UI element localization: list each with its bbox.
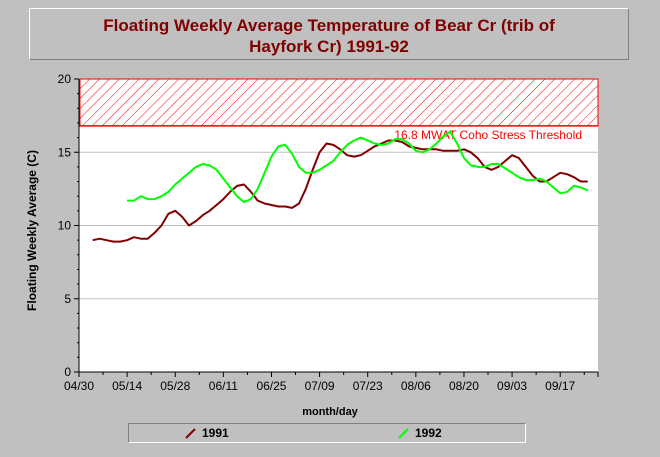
line-chart: 16.8 MWAT Coho Stress Threshold 0 5 10 15 20 0… [25, 72, 599, 393]
x-tick-label: 05/28 [160, 379, 190, 393]
x-tick-label: 07/23 [353, 379, 383, 393]
y-tick-label: 20 [58, 72, 72, 86]
series-line-1992 [127, 130, 589, 204]
x-tick-label: 07/09 [305, 379, 335, 393]
legend: 1991 1992 [128, 423, 526, 443]
y-tick-label: 0 [64, 365, 71, 379]
x-tick-label: 05/14 [112, 379, 142, 393]
legend-label-1992: 1992 [415, 426, 442, 440]
y-tick-label: 15 [58, 145, 72, 159]
chart-title-line-1: Floating Weekly Average Temperature of B… [103, 16, 555, 35]
x-tick-label: 04/30 [64, 379, 94, 393]
y-tick-label: 5 [64, 292, 71, 306]
x-axis-title: month/day [302, 406, 358, 418]
threshold-band [79, 78, 599, 127]
series-line-1991 [92, 139, 588, 243]
y-axis-title: Floating Weekly Average (C) [25, 150, 39, 311]
y-tick-label: 10 [58, 219, 72, 233]
chart-title: Floating Weekly Average Temperature of B… [29, 8, 629, 60]
x-tick-label: 06/25 [256, 379, 286, 393]
legend-label-1991: 1991 [202, 426, 229, 440]
x-tick-label: 09/17 [545, 379, 575, 393]
threshold-label: 16.8 MWAT Coho Stress Threshold [394, 128, 582, 142]
chart-title-line-2: Hayfork Cr) 1991-92 [249, 37, 409, 56]
x-tick-label: 06/11 [209, 379, 238, 393]
x-tick-label: 08/20 [449, 379, 479, 393]
x-tick-label: 08/06 [401, 379, 431, 393]
x-tick-label: 09/03 [497, 379, 527, 393]
legend-swatch-1992 [398, 428, 409, 439]
legend-swatch-1991 [185, 428, 196, 439]
